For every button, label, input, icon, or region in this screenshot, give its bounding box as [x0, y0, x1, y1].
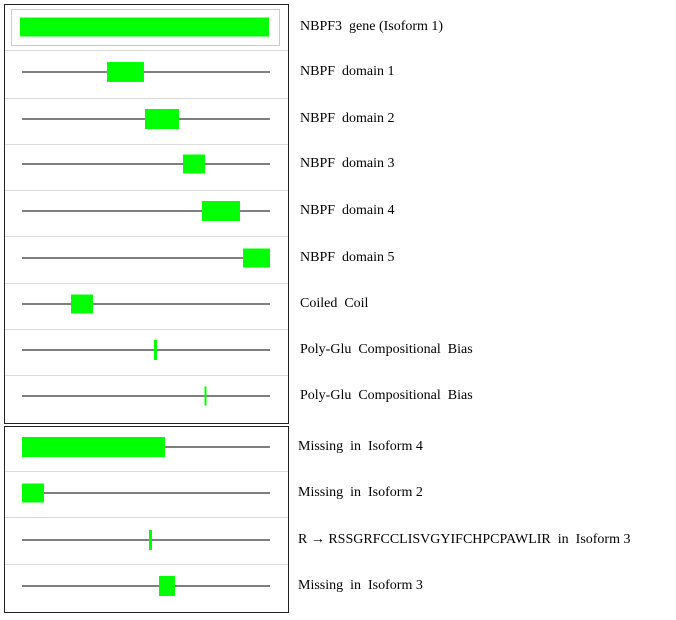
track-label: NBPF domain 3 [300, 156, 395, 171]
feature-box [20, 17, 269, 37]
track-label: NBPF domain 2 [300, 111, 395, 126]
track-label: NBPF3 gene (Isoform 1) [300, 19, 443, 34]
feature-box [154, 340, 157, 360]
feature-box [243, 248, 270, 268]
feature-box [145, 109, 179, 129]
track-label: Missing in Isoform 3 [298, 578, 423, 593]
feature-box [202, 201, 240, 221]
feature-box [71, 294, 93, 314]
track-label: NBPF domain 1 [300, 64, 395, 79]
panel-frame [4, 4, 289, 424]
feature-box [204, 386, 207, 406]
track-label: Missing in Isoform 2 [298, 485, 423, 500]
track-label: NBPF domain 5 [300, 250, 395, 265]
feature-box [107, 62, 144, 82]
feature-box [22, 437, 165, 457]
feature-box [22, 483, 44, 503]
track-label: R → RSSGRFCCLISVGYIFCHPCPAWLIR in Isofor… [298, 532, 630, 547]
track-label: Coiled Coil [300, 296, 369, 311]
feature-box [183, 154, 205, 174]
track-label: Missing in Isoform 4 [298, 439, 423, 454]
track-label: Poly-Glu Compositional Bias [300, 342, 473, 357]
track-label: Poly-Glu Compositional Bias [300, 388, 473, 403]
feature-box [149, 530, 152, 550]
track-label: NBPF domain 4 [300, 203, 395, 218]
gene-cell [11, 9, 280, 46]
panel-frame [4, 426, 289, 613]
feature-box [159, 576, 175, 596]
